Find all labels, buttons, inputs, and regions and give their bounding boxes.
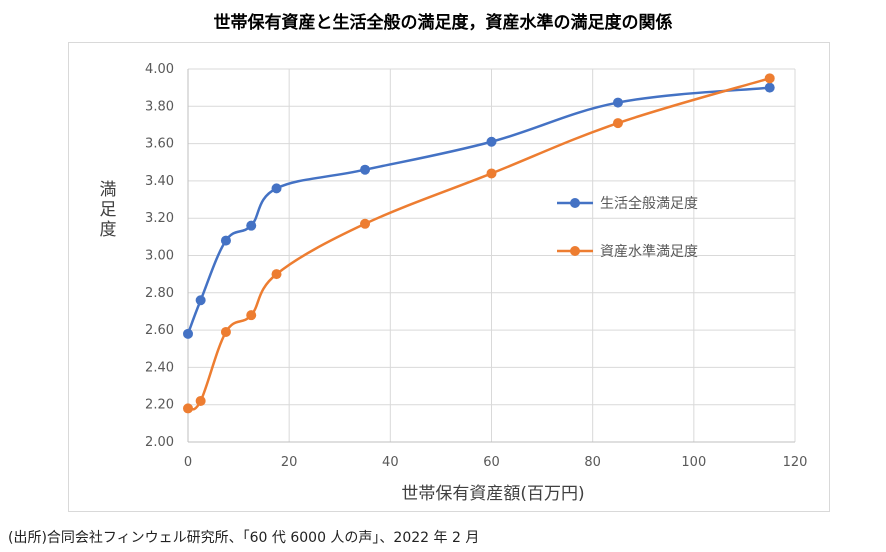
x-tick-label: 60: [483, 455, 500, 470]
source-note: (出所)合同会社フィンウェル研究所、「60 代 6000 人の声」、2022 年…: [8, 530, 480, 546]
x-tick-label: 80: [584, 455, 601, 470]
data-point-series-2: [271, 269, 282, 280]
data-point-series-1: [486, 136, 497, 147]
data-point-series-1: [360, 164, 371, 175]
x-tick-label: 120: [783, 455, 808, 470]
axes: 2.00 2.20 2.40 2.60 2.80 3.00 3.20 3.40 3.60 3.80…: [145, 62, 807, 470]
data-point-series-1: [195, 295, 206, 306]
y-tick-label: 4.00: [145, 62, 174, 77]
x-axis-title: 世帯保有資産額(百万円): [401, 484, 584, 504]
data-point-series-1: [183, 328, 193, 339]
data-point-series-1: [271, 183, 282, 194]
x-tick-label: 100: [681, 455, 706, 470]
data-point-series-2: [360, 218, 371, 229]
gridlines: [188, 68, 796, 442]
data-point-series-1: [612, 97, 623, 108]
y-tick-label: 3.20: [145, 211, 174, 226]
y-tick-label: 3.60: [145, 137, 174, 152]
x-tick-label: 20: [281, 455, 298, 470]
x-tick-label: 40: [382, 455, 399, 470]
series-points: [183, 73, 775, 414]
legend-marker-2: [570, 246, 580, 256]
data-point-series-1: [220, 235, 231, 246]
y-tick-label: 2.40: [145, 360, 174, 375]
y-tick-label: 2.80: [145, 286, 174, 301]
data-point-series-2: [486, 168, 497, 179]
data-point-series-2: [764, 73, 775, 84]
data-point-series-2: [612, 118, 623, 129]
chart-title: 世帯保有資産と生活全般の満足度，資産水準の満足度の関係: [213, 13, 673, 33]
legend-marker-1: [570, 198, 580, 208]
data-point-series-2: [246, 310, 257, 321]
data-point-series-2: [183, 403, 193, 414]
legend-label-1: 生活全般満足度: [600, 195, 698, 212]
data-point-series-1: [246, 220, 257, 231]
data-point-series-1: [764, 82, 775, 93]
y-tick-label: 2.60: [145, 323, 174, 338]
x-tick-label: 0: [184, 455, 192, 470]
legend-label-2: 資産水準満足度: [600, 244, 698, 260]
y-axis-title: 満足度: [100, 180, 117, 240]
data-point-series-2: [195, 395, 206, 406]
y-tick-label: 3.40: [145, 174, 174, 189]
data-point-series-2: [220, 326, 231, 337]
y-tick-label: 2.00: [145, 435, 174, 450]
chart-frame: [68, 42, 830, 512]
y-tick-label: 3.00: [145, 249, 174, 264]
y-tick-label: 3.80: [145, 99, 174, 114]
y-tick-label: 2.20: [145, 398, 174, 413]
